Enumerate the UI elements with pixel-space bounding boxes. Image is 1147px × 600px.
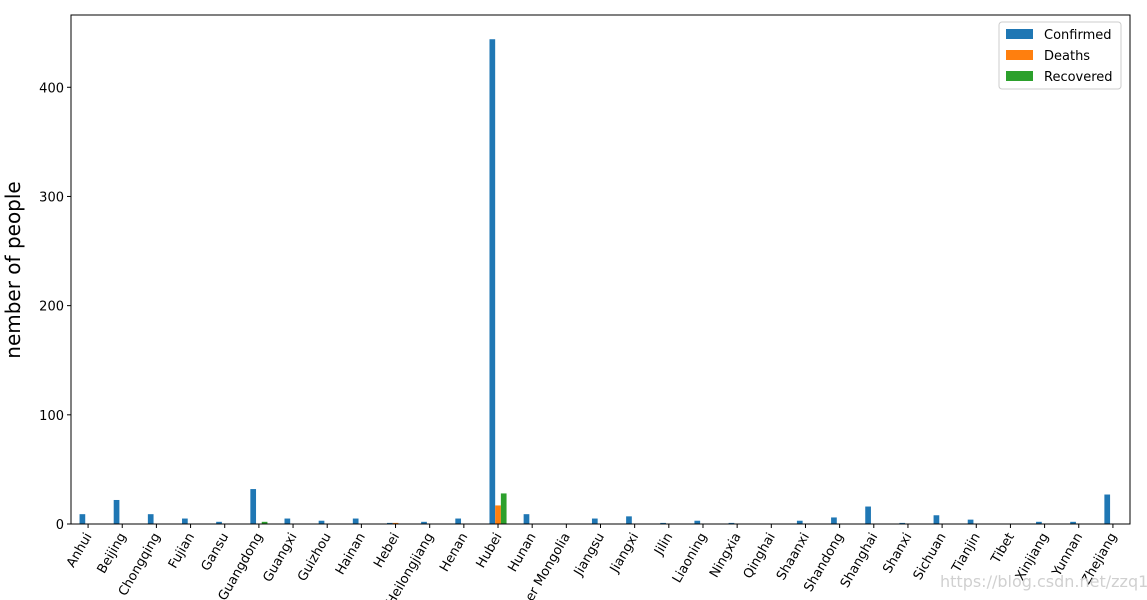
legend-label: Recovered [1044, 70, 1113, 85]
x-tick-label: Hebei [371, 531, 403, 571]
bar [455, 518, 462, 524]
x-tick-label: Jilin [651, 531, 676, 559]
legend-swatch [1006, 29, 1033, 39]
bar [591, 518, 598, 524]
bar [865, 506, 871, 524]
bar [796, 520, 803, 524]
y-tick-label: 100 [39, 409, 64, 424]
plot-frame [70, 14, 1131, 525]
bar [523, 514, 530, 524]
bar [421, 521, 427, 524]
y-tick-label: 300 [39, 190, 64, 205]
bar [79, 514, 86, 524]
bar [318, 520, 325, 524]
x-tick-label: Henan [437, 531, 471, 575]
x-tick-label: Shanxi [880, 531, 915, 577]
bar [250, 489, 257, 524]
x-tick-label: Guizhou [295, 531, 335, 585]
x-tick-label: Anhui [64, 531, 96, 571]
legend-label: Deaths [1044, 49, 1090, 64]
x-tick-label: Fujian [166, 531, 198, 572]
x-tick-label: Tianjin [949, 531, 984, 576]
bar [113, 499, 120, 524]
bar [1036, 521, 1042, 524]
x-tick-label: Gansu [199, 531, 233, 574]
x-tick-label: Ningxia [707, 531, 745, 581]
bar [352, 518, 359, 524]
bar [147, 514, 154, 524]
bar [694, 520, 701, 524]
bar [392, 522, 399, 524]
bar [967, 519, 974, 524]
legend-swatch [1006, 50, 1033, 60]
bar [831, 517, 837, 524]
bar [386, 522, 393, 524]
bar [660, 522, 666, 524]
x-tick-label: Tibet [988, 531, 1018, 568]
bar [728, 522, 735, 524]
x-tick-label: Hainan [333, 531, 369, 578]
x-tick-label: Hunan [505, 531, 539, 575]
y-axis-label: nember of people [1, 181, 25, 358]
x-tick-label: Jiangsu [571, 531, 608, 580]
legend: Confirmed Deaths Recovered [998, 21, 1122, 90]
y-tick-label: 200 [39, 300, 64, 315]
bar [495, 505, 501, 524]
bar [261, 521, 268, 524]
bar [626, 516, 632, 524]
x-tick-label: Qinghai [741, 531, 779, 582]
legend-label: Confirmed [1044, 28, 1112, 43]
watermark: https://blog.csdn.net/zzq1011 [940, 572, 1147, 591]
bar [182, 518, 188, 524]
bar [500, 493, 507, 524]
legend-swatch [1006, 71, 1033, 81]
bar [216, 521, 222, 524]
bar [284, 518, 291, 524]
y-tick-label: 400 [39, 81, 64, 96]
x-tick-label: Shaanxi [774, 531, 813, 584]
x-tick-label: Hubei [474, 531, 506, 571]
x-tick-label: Liaoning [670, 531, 711, 586]
bar [489, 39, 496, 524]
bar [1104, 494, 1111, 524]
x-tick-label: Beijing [95, 531, 130, 577]
bar [899, 522, 906, 524]
bar [1070, 521, 1076, 524]
y-tick-label: 0 [56, 518, 64, 533]
x-tick-label: Jiangxi [607, 531, 642, 577]
bar [933, 515, 940, 524]
